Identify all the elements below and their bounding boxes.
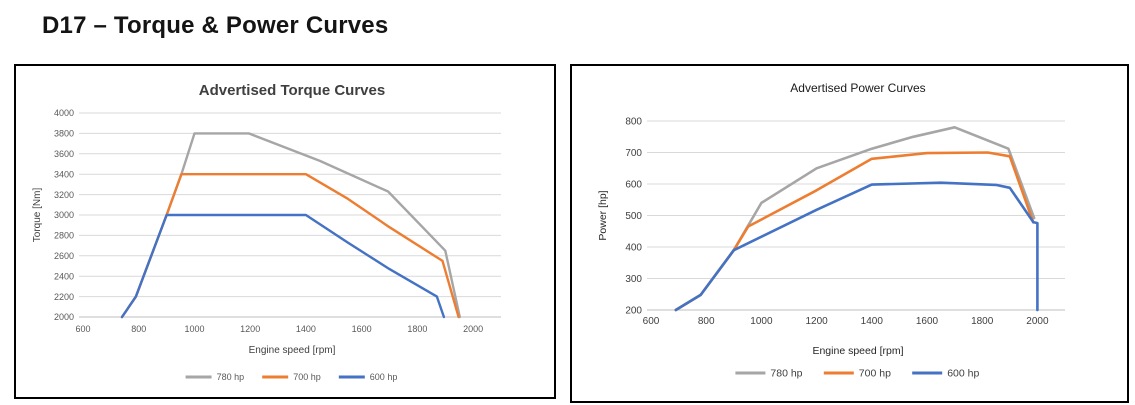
chart-title: Advertised Torque Curves (199, 82, 385, 99)
power-curves-svg: 200 300 400 500 600 700 800 600 800 1000 1200 1400 1… (597, 81, 1065, 380)
chart-title: Advertised Power Curves (790, 81, 925, 95)
x-tick-label: 800 (131, 324, 146, 334)
x-tick-label: 1200 (805, 316, 828, 327)
legend-label: 780 hp (217, 372, 245, 382)
series-line-600-hp (674, 181, 1039, 312)
series-line-700-hp (120, 172, 460, 319)
x-tick-label: 1600 (916, 316, 939, 327)
legend-label: 600 hp (370, 372, 398, 382)
series-line-780-hp (120, 132, 461, 319)
x-tick-label: 1800 (971, 316, 994, 327)
legend-label: 780 hp (770, 368, 802, 380)
y-tick-label: 2600 (54, 251, 74, 261)
y-tick-label: 700 (625, 148, 642, 159)
x-axis-label: Engine speed [rpm] (812, 345, 903, 357)
x-tick-label: 1000 (750, 316, 773, 327)
y-tick-label: 2200 (54, 292, 74, 302)
legend-label: 700 hp (859, 368, 891, 380)
y-tick-label: 2800 (54, 231, 74, 241)
y-tick-label: 3200 (54, 190, 74, 200)
series-line-600-hp (120, 213, 446, 319)
x-tick-label: 1600 (352, 324, 372, 334)
y-tick-label: 600 (625, 180, 642, 191)
y-tick-label: 500 (625, 211, 642, 222)
x-tick-label: 2000 (1026, 316, 1049, 327)
y-tick-label: 800 (625, 117, 642, 128)
x-tick-label: 1200 (240, 324, 260, 334)
y-tick-label: 3800 (54, 129, 74, 139)
y-axis-label: Torque [Nm] (32, 188, 43, 243)
x-tick-label: 600 (75, 324, 90, 334)
legend-label: 600 hp (947, 368, 979, 380)
x-axis-label: Engine speed [rpm] (249, 345, 336, 356)
y-tick-label: 400 (625, 243, 642, 254)
series-line-700-hp (674, 151, 1035, 312)
y-axis-label: Power [hp] (597, 190, 609, 240)
series-line-780-hp (674, 125, 1036, 312)
x-tick-label: 1000 (184, 324, 204, 334)
x-tick-label: 1400 (861, 316, 884, 327)
y-tick-label: 300 (625, 274, 642, 285)
torque-chart-panel: 2000 2200 2400 2600 2800 3000 3200 3400 3600 3800… (14, 64, 556, 399)
x-tick-label: 1800 (407, 324, 427, 334)
legend-label: 700 hp (293, 372, 321, 382)
y-tick-label: 3600 (54, 149, 74, 159)
y-tick-label: 4000 (54, 108, 74, 118)
y-tick-label: 2400 (54, 271, 74, 281)
x-tick-label: 600 (643, 316, 660, 327)
page-title: D17 – Torque & Power Curves (42, 12, 389, 39)
torque-curves-svg: 2000 2200 2400 2600 2800 3000 3200 3400 3600 3800… (32, 82, 501, 382)
x-tick-label: 800 (698, 316, 715, 327)
power-chart-panel: 200 300 400 500 600 700 800 600 800 1000 1200 1400 1… (570, 64, 1129, 403)
y-tick-label: 200 (625, 306, 642, 317)
y-tick-label: 3400 (54, 169, 74, 179)
y-tick-label: 2000 (54, 312, 74, 322)
x-tick-label: 2000 (463, 324, 483, 334)
y-tick-label: 3000 (54, 210, 74, 220)
x-tick-label: 1400 (296, 324, 316, 334)
